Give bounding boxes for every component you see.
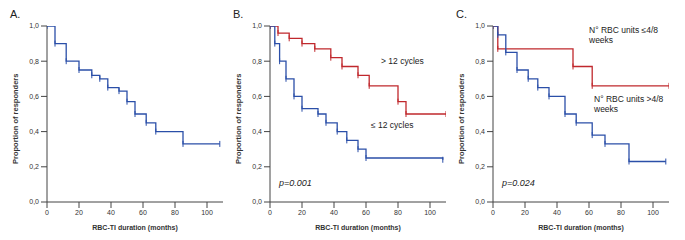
svg-text:1,0: 1,0: [29, 22, 39, 29]
html-text:N° RBC units ≤4/8 weeks: N° RBC units ≤4/8 weeks: [589, 25, 658, 45]
svg-text:40: 40: [553, 209, 561, 216]
svg-text:RBC-TI duration (months): RBC-TI duration (months): [538, 224, 624, 232]
html-text:≤ 12 cycles: ≤ 12 cycles: [371, 120, 414, 130]
svg-text:40: 40: [330, 209, 338, 216]
svg-text:60: 60: [362, 209, 370, 216]
svg-text:0,6: 0,6: [29, 93, 39, 100]
svg-text:100: 100: [424, 209, 436, 216]
svg-text:0,8: 0,8: [475, 58, 485, 65]
svg-text:0: 0: [45, 209, 49, 216]
svg-text:80: 80: [394, 209, 402, 216]
svg-text:RBC-TI duration (months): RBC-TI duration (months): [315, 224, 401, 232]
svg-text:0,2: 0,2: [29, 163, 39, 170]
html-text:p=0.024: p=0.024: [502, 178, 535, 188]
svg-text:Proportion of responders: Proportion of responders: [11, 74, 20, 164]
svg-text:0,2: 0,2: [252, 163, 262, 170]
html-text:p=0.001: p=0.001: [279, 178, 312, 188]
svg-text:60: 60: [585, 209, 593, 216]
svg-text:Proportion of responders: Proportion of responders: [234, 74, 243, 164]
svg-text:0,0: 0,0: [252, 198, 262, 205]
svg-text:RBC-TI duration (months): RBC-TI duration (months): [92, 224, 178, 232]
svg-text:40: 40: [107, 209, 115, 216]
svg-text:0,6: 0,6: [475, 93, 485, 100]
svg-text:20: 20: [298, 209, 306, 216]
svg-text:0,4: 0,4: [29, 128, 39, 135]
svg-text:60: 60: [139, 209, 147, 216]
svg-text:0,0: 0,0: [475, 198, 485, 205]
svg-text:0: 0: [491, 209, 495, 216]
svg-text:1,0: 1,0: [252, 22, 262, 29]
svg-text:Proportion of responders: Proportion of responders: [457, 74, 466, 164]
html-text:C.: C.: [456, 8, 467, 20]
svg-text:0,4: 0,4: [252, 128, 262, 135]
html-text:B.: B.: [233, 8, 244, 20]
html-text:> 12 cycles: > 12 cycles: [381, 56, 424, 66]
svg-text:0,2: 0,2: [475, 163, 485, 170]
svg-text:80: 80: [617, 209, 625, 216]
html-text:A.: A.: [10, 8, 21, 20]
svg-text:100: 100: [201, 209, 213, 216]
svg-text:0,0: 0,0: [29, 198, 39, 205]
svg-text:20: 20: [521, 209, 529, 216]
svg-text:20: 20: [75, 209, 83, 216]
svg-text:80: 80: [171, 209, 179, 216]
svg-text:100: 100: [647, 209, 659, 216]
svg-text:0,6: 0,6: [252, 93, 262, 100]
html-text:N° RBC units >4/8 weeks: N° RBC units >4/8 weeks: [594, 94, 664, 114]
svg-text:1,0: 1,0: [475, 22, 485, 29]
svg-text:0: 0: [268, 209, 272, 216]
svg-text:0,8: 0,8: [29, 58, 39, 65]
svg-text:0,8: 0,8: [252, 58, 262, 65]
svg-text:0,4: 0,4: [475, 128, 485, 135]
